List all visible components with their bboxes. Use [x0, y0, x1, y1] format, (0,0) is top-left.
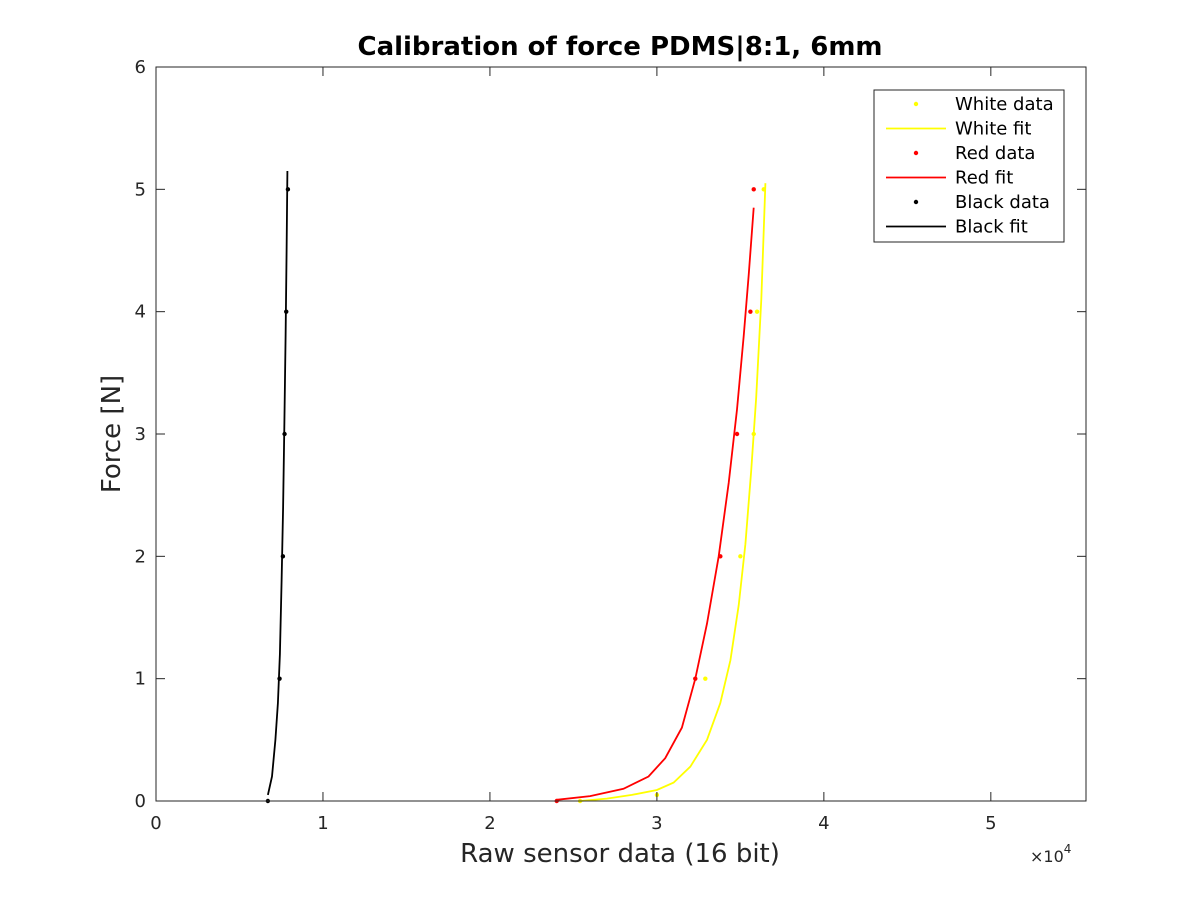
legend-swatch-red-data: [913, 150, 919, 156]
x-multiplier-exponent: 4: [1064, 842, 1072, 856]
x-axis-label: Raw sensor data (16 bit): [460, 839, 780, 869]
white-data-point: [754, 309, 760, 314]
legend-box: [873, 89, 1065, 243]
red-fit-line: [556, 207, 755, 801]
y-tick-label: 4: [135, 302, 146, 323]
legend-label-white-fit: White fit: [955, 119, 1031, 140]
x-tick-label: 0: [150, 813, 161, 834]
white-data-point: [703, 676, 708, 681]
legend-label-black-fit: Black fit: [955, 217, 1028, 238]
x-tick-label: 2: [484, 813, 495, 834]
series-layer: [265, 170, 767, 804]
white-data-point: [738, 554, 743, 559]
legend-swatch-white-data: [913, 101, 919, 107]
legend-label-red-data: Red data: [955, 143, 1035, 164]
white-fit-line: [580, 183, 767, 802]
y-tick-label: 3: [135, 424, 146, 445]
y-tick-label: 0: [135, 791, 146, 812]
black-fit-line: [267, 170, 289, 796]
y-tick-label: 5: [135, 179, 146, 200]
x-tick-label: 5: [985, 813, 996, 834]
axes-layer: 0 1 2 3 4 5 0 1 2 3 4 5 6: [135, 57, 1087, 834]
x-multiplier-base: ×10: [1030, 847, 1064, 866]
red-data-point: [734, 431, 740, 437]
legend-swatch-black-data: [913, 199, 919, 205]
legend: White data White fit Red data Red fit Black …: [873, 89, 1065, 243]
legend-label-white-data: White data: [955, 94, 1054, 115]
x-tick-label: 4: [818, 813, 829, 834]
x-tick-label: 3: [651, 813, 662, 834]
x-axis-multiplier: ×104: [1030, 842, 1071, 866]
y-tick-label: 2: [135, 546, 146, 567]
legend-label-black-data: Black data: [955, 192, 1050, 213]
y-tick-label: 1: [135, 669, 146, 690]
y-tick-label: 6: [135, 57, 146, 78]
y-axis-label: Force [N]: [97, 375, 127, 493]
red-data-point: [751, 187, 756, 192]
chart-title: Calibration of force PDMS|8:1, 6mm: [357, 32, 882, 62]
red-data-point: [748, 309, 753, 314]
legend-label-red-fit: Red fit: [955, 168, 1013, 189]
x-tick-label: 1: [317, 813, 328, 834]
